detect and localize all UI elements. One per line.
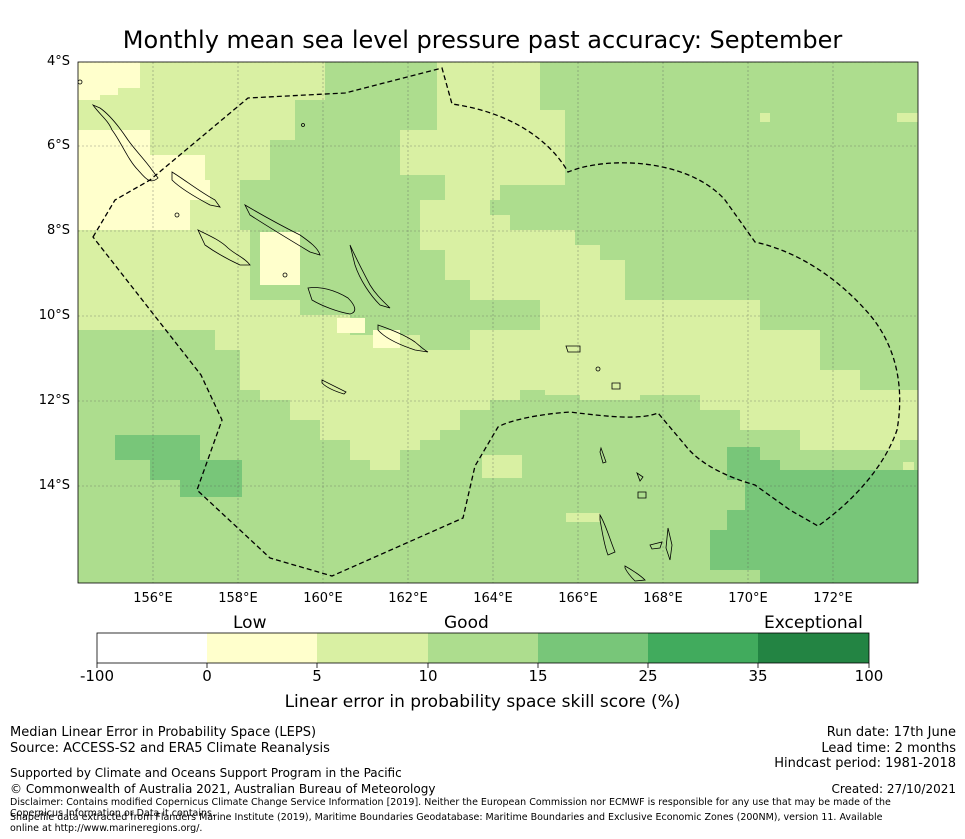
colorbar-tick-label: 10 bbox=[418, 667, 438, 685]
lon-label: 160°E bbox=[303, 591, 343, 606]
lon-label: 158°E bbox=[218, 591, 258, 606]
footer-source: Source: ACCESS-S2 and ERA5 Climate Reana… bbox=[10, 741, 330, 756]
skill-band-15-25 bbox=[115, 435, 918, 583]
lon-label: 166°E bbox=[558, 591, 598, 606]
colorbar-segment-10-15 bbox=[428, 633, 538, 663]
colorbar-segment-neg100-0 bbox=[97, 633, 207, 663]
footer-lead-time: Lead time: 2 months bbox=[821, 741, 956, 756]
map-title: Monthly mean sea level pressure past acc… bbox=[122, 26, 843, 54]
colorbar-category-good: Good bbox=[444, 613, 489, 633]
lon-label: 170°E bbox=[728, 591, 768, 606]
footer-disclaimer: Disclaimer: Contains modified Copernicus… bbox=[10, 797, 891, 819]
lon-label: 168°E bbox=[643, 591, 683, 606]
lon-label: 156°E bbox=[133, 591, 173, 606]
colorbar-tick-label: 15 bbox=[528, 667, 548, 685]
eez-boundary bbox=[92, 67, 901, 577]
colorbar bbox=[96, 632, 870, 668]
lat-label: 10°S bbox=[38, 308, 70, 323]
map-gridlines bbox=[78, 62, 918, 583]
footer-hindcast: Hindcast period: 1981-2018 bbox=[774, 756, 956, 771]
colorbar-tick-label: 100 bbox=[854, 667, 884, 685]
footer-run-date: Run date: 17th June bbox=[826, 725, 956, 740]
colorbar-segment-35-100 bbox=[758, 633, 869, 663]
colorbar-tick-label: 25 bbox=[638, 667, 658, 685]
colorbar-segment-0-5 bbox=[207, 633, 317, 663]
lon-label: 172°E bbox=[813, 591, 853, 606]
lat-label: 12°S bbox=[38, 393, 70, 408]
colorbar-category-low: Low bbox=[233, 613, 267, 633]
lat-label: 4°S bbox=[46, 54, 70, 69]
lon-label: 162°E bbox=[388, 591, 428, 606]
footer-copyright: © Commonwealth of Australia 2021, Austra… bbox=[10, 782, 436, 796]
skill-band-5-10 bbox=[78, 62, 918, 522]
colorbar-segment-15-25 bbox=[538, 633, 648, 663]
colorbar-tick-label: 0 bbox=[202, 667, 212, 685]
footer-support: Supported by Climate and Oceans Support … bbox=[10, 766, 402, 780]
lat-label: 14°S bbox=[38, 478, 70, 493]
colorbar-label: Linear error in probability space skill … bbox=[284, 692, 681, 712]
lat-label: 8°S bbox=[46, 223, 70, 238]
map-frame bbox=[77, 61, 919, 584]
colorbar-tick-label: 35 bbox=[748, 667, 768, 685]
colorbar-segment-5-10 bbox=[317, 633, 428, 663]
colorbar-segment-25-35 bbox=[648, 633, 758, 663]
footer-method: Median Linear Error in Probability Space… bbox=[10, 725, 317, 740]
colorbar-tick-label: 5 bbox=[312, 667, 322, 685]
colorbar-category-exceptional: Exceptional bbox=[764, 613, 863, 633]
skill-band-0-5 bbox=[78, 62, 400, 348]
colorbar-tick-label: -100 bbox=[79, 667, 115, 685]
footer-shapefile: Shapefile data extracted from Flanders M… bbox=[10, 812, 883, 834]
lon-label: 164°E bbox=[473, 591, 513, 606]
lat-label: 6°S bbox=[46, 138, 70, 153]
coastlines bbox=[78, 79, 673, 582]
footer-created: Created: 27/10/2021 bbox=[831, 782, 956, 796]
